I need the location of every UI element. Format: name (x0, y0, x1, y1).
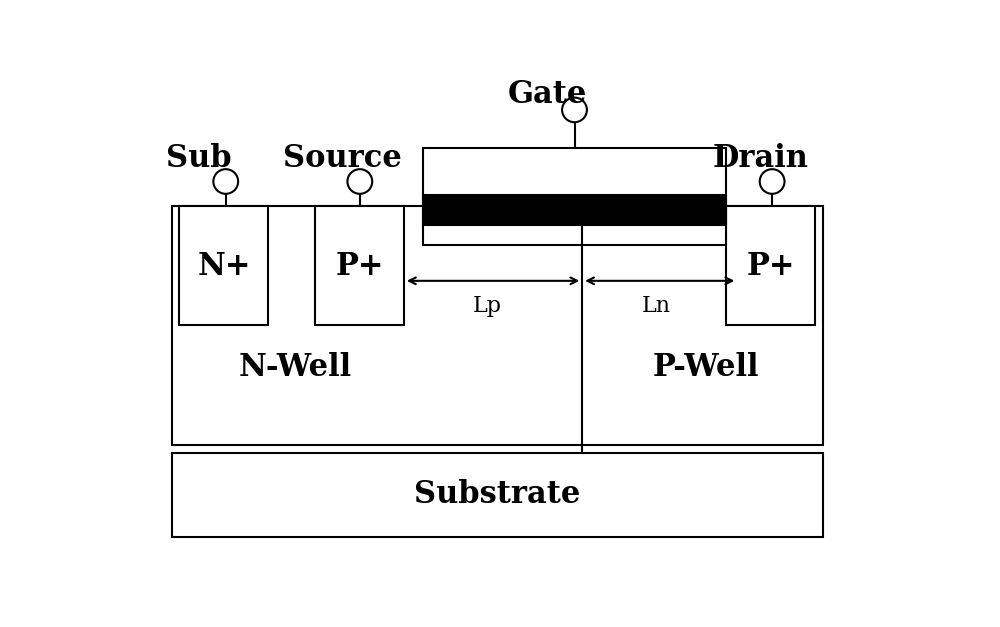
Text: Gate: Gate (508, 79, 587, 110)
Bar (172, 206, 822, 445)
Text: Substrate: Substrate (414, 480, 580, 510)
Text: Lp: Lp (473, 295, 502, 317)
Circle shape (347, 169, 372, 194)
Bar (179, 206, 268, 325)
Text: N-Well: N-Well (239, 352, 352, 383)
Text: Drain: Drain (712, 143, 808, 174)
Text: P+: P+ (746, 251, 795, 282)
Circle shape (760, 169, 785, 194)
Bar (423, 194, 726, 225)
Text: P-Well: P-Well (653, 352, 760, 383)
Text: N+: N+ (197, 251, 251, 282)
Circle shape (213, 169, 238, 194)
Text: Source: Source (283, 143, 401, 174)
Text: P+: P+ (336, 251, 384, 282)
Circle shape (562, 98, 587, 122)
Bar (315, 206, 404, 325)
Bar (726, 206, 815, 325)
Bar (423, 149, 726, 245)
Text: Sub: Sub (166, 143, 231, 174)
Bar (172, 453, 822, 537)
Text: Ln: Ln (641, 295, 670, 317)
